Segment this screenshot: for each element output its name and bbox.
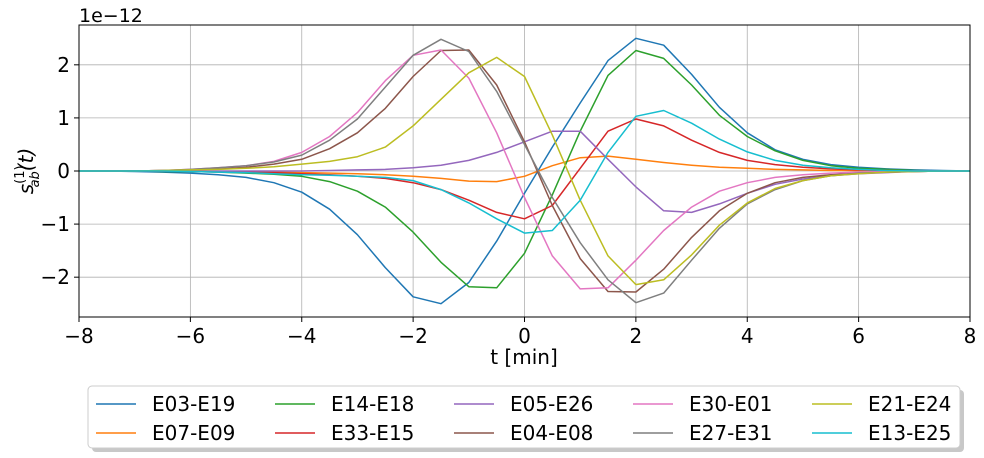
series-line-e03-e19: [79, 37, 971, 305]
series-line-e21-e24: [79, 56, 970, 286]
legend-label: E27-E31: [689, 421, 772, 445]
legend-label: E33-E15: [331, 421, 414, 445]
series-lines: [79, 37, 971, 305]
y-tick-label: −2: [41, 265, 70, 289]
x-tick-label: 4: [741, 324, 754, 348]
x-tick-label: 8: [964, 324, 977, 348]
legend-label: E13-E25: [868, 421, 951, 445]
axis-ticks: −8 −6 −4 −2 0 2 4 6 8 −2 −1 0 1 2: [41, 53, 977, 348]
legend-items: E03-E19 E07-E09 E14-E18 E33-E15 E05-E26 E04-E…: [96, 392, 951, 445]
x-tick-label: 0: [518, 324, 531, 348]
x-tick-label: 2: [630, 324, 643, 348]
x-tick-label: −4: [287, 324, 316, 348]
legend-label: E03-E19: [152, 392, 235, 416]
x-tick-label: 6: [852, 324, 865, 348]
y-axis-label-subscript: ab: [28, 171, 43, 187]
x-tick-label: −6: [176, 324, 205, 348]
y-axis-label: s(1)ab(t): [13, 148, 43, 195]
series-line-e13-e25: [79, 109, 970, 234]
legend-label: E05-E26: [510, 392, 593, 416]
x-tick-label: −8: [64, 324, 93, 348]
y-tick-label: 2: [57, 53, 70, 77]
y-axis-label-argument: (t): [14, 148, 38, 171]
legend-label: E21-E24: [868, 392, 951, 416]
y-tick-label: 1: [57, 106, 70, 130]
legend-label: E07-E09: [152, 421, 235, 445]
legend-label: E04-E08: [510, 421, 593, 445]
y-offset-text: 1e−12: [79, 5, 143, 27]
y-tick-label: 0: [57, 159, 70, 183]
y-tick-label: −1: [41, 212, 70, 236]
x-tick-label: −2: [398, 324, 427, 348]
legend-label: E14-E18: [331, 392, 414, 416]
legend: E03-E19 E07-E09 E14-E18 E33-E15 E05-E26 E04-E…: [87, 385, 964, 452]
y-axis-label-superscript: (1): [13, 165, 28, 183]
y-axis-label-main: s: [14, 184, 38, 194]
x-axis-label: t [min]: [490, 345, 558, 369]
legend-label: E30-E01: [689, 392, 772, 416]
